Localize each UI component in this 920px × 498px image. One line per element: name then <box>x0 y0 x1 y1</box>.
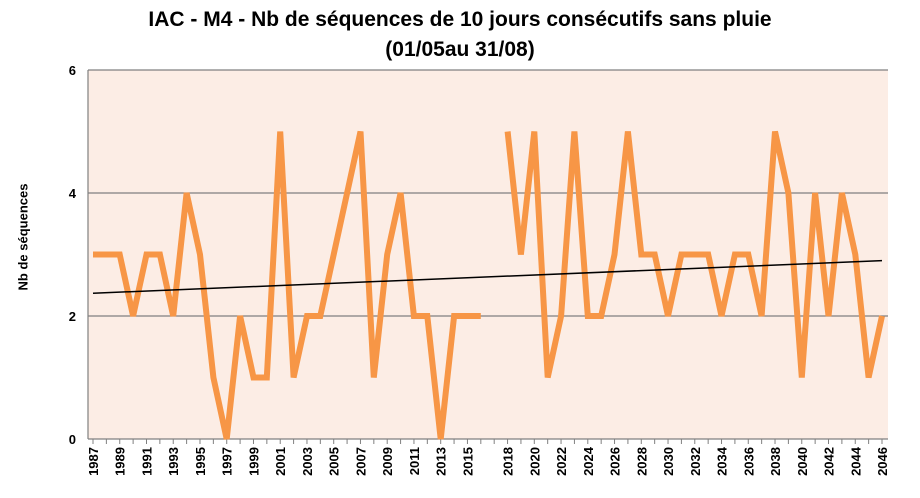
plot-background <box>88 70 888 439</box>
y-tick-label: 4 <box>69 186 77 201</box>
x-tick-label: 2003 <box>300 447 315 476</box>
x-tick-label: 2036 <box>741 447 756 476</box>
x-tick-label: 1999 <box>246 447 261 476</box>
y-tick-label: 6 <box>69 63 76 78</box>
chart-subtitle: (01/05au 31/08) <box>385 38 535 61</box>
x-tick-label: 2007 <box>353 447 368 476</box>
x-tick-label: 2011 <box>407 447 422 475</box>
x-tick-label: 2042 <box>822 447 837 476</box>
x-tick-label: 2018 <box>501 447 516 476</box>
y-tick-label: 0 <box>69 432 76 447</box>
x-tick-label: 2040 <box>795 447 810 476</box>
x-tick-label: 2044 <box>848 446 863 476</box>
x-tick-label: 2026 <box>608 447 623 476</box>
x-tick-label: 2015 <box>460 447 475 476</box>
x-tick-label: 2028 <box>634 447 649 476</box>
x-tick-label: 1989 <box>113 447 128 476</box>
series-line <box>93 130 481 440</box>
x-tick-label: 2032 <box>688 447 703 476</box>
x-tick-label: 2022 <box>554 447 569 476</box>
x-tick-label: 2030 <box>661 447 676 476</box>
x-tick-label: 1997 <box>220 447 235 476</box>
x-tick-label: 2046 <box>875 447 890 476</box>
x-tick-label: 2024 <box>581 446 596 476</box>
x-tick-label: 2009 <box>380 447 395 476</box>
x-tick-label: 2034 <box>715 446 730 476</box>
y-tick-label: 2 <box>69 309 76 324</box>
trendline <box>92 259 883 294</box>
x-tick-label: 2005 <box>327 447 342 476</box>
x-tick-label: 1993 <box>166 447 181 476</box>
series-line <box>504 130 885 379</box>
x-tick-label: 2013 <box>434 447 449 476</box>
x-tick-label: 2001 <box>273 447 288 476</box>
chart-title: IAC - M4 - Nb de séquences de 10 jours c… <box>148 8 772 31</box>
x-tick-label: 1995 <box>193 447 208 476</box>
x-tick-label: 2020 <box>527 447 542 476</box>
x-tick-label: 1987 <box>86 447 101 476</box>
x-tick-label: 1991 <box>139 447 154 476</box>
x-tick-label: 2038 <box>768 447 783 476</box>
